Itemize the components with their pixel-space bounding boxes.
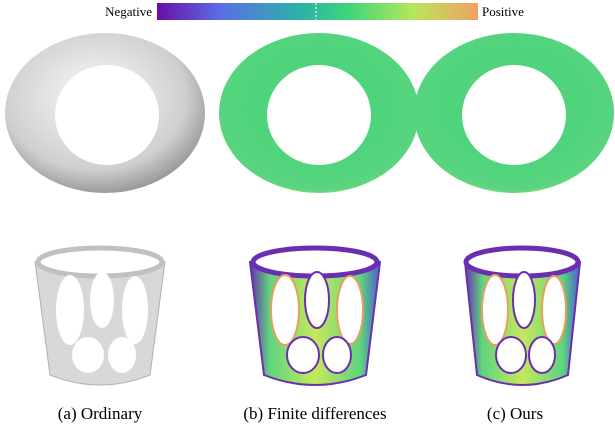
- lattice-ordinary: [35, 248, 165, 385]
- lattice-ours: [465, 248, 580, 385]
- torus-finite-differences: [219, 33, 419, 193]
- colorbar-min-label: Negative: [105, 4, 152, 19]
- torus-ordinary: [5, 33, 205, 193]
- caption: (a) Ordinary: [58, 404, 143, 423]
- colorbar: [157, 3, 478, 20]
- caption: (b) Finite differences: [243, 404, 386, 423]
- figure: Negative Positive (a) Ordinary (b) Finit…: [0, 0, 615, 435]
- colorbar-max-label: Positive: [482, 4, 524, 19]
- lattice-finite-differences: [250, 248, 380, 385]
- torus-ours: [414, 33, 614, 193]
- caption: (c) Ours: [487, 404, 543, 423]
